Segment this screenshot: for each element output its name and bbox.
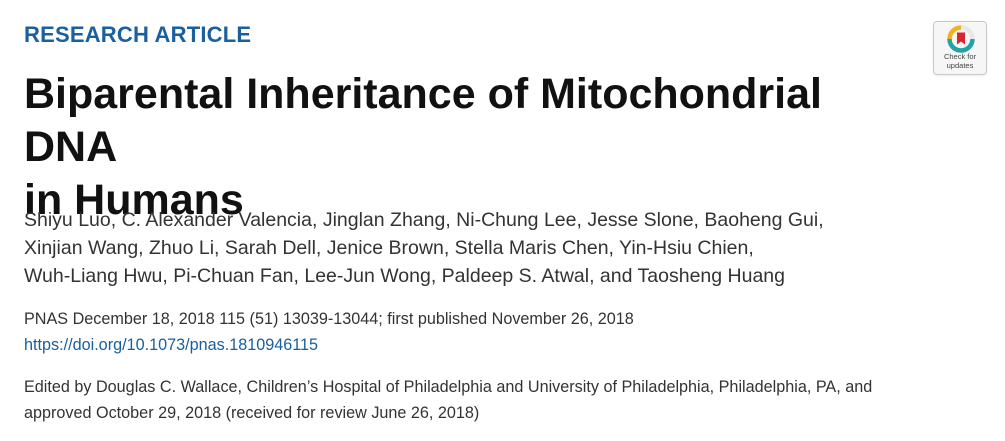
author-list-line: Xinjian Wang, Zhuo Li, Sarah Dell, Jenic… [24,237,754,259]
author-list-line: Wuh-Liang Hwu, Pi-Chuan Fan, Lee-Jun Won… [24,265,785,287]
check-for-updates-icon [947,25,975,53]
badge-label-line: updates [946,60,974,70]
doi-link[interactable]: https://doi.org/10.1073/pnas.1810946115 [24,336,319,354]
article-title: Biparental Inheritance of Mitochondrial … [24,68,924,227]
article-title-line: Biparental Inheritance of Mitochondrial … [24,70,822,171]
check-for-updates-badge[interactable]: Check for updates [933,21,987,75]
citation-line: PNAS December 18, 2018 115 (51) 13039-13… [24,310,634,328]
author-list-line: Shiyu Luo, C. Alexander Valencia, Jingla… [24,209,824,231]
badge-label-line: Check for [943,52,977,61]
edited-by-note: Edited by Douglas C. Wallace, Children’s… [24,374,872,426]
edited-by-line: approved October 29, 2018 (received for … [24,404,480,422]
check-for-updates-label: Check for updates [934,52,986,70]
edited-by-line: Edited by Douglas C. Wallace, Children’s… [24,378,873,396]
article-title-line: in Humans [24,176,244,224]
article-type-label: RESEARCH ARTICLE [24,22,252,47]
author-list: Shiyu Luo, C. Alexander Valencia, Jingla… [24,206,984,290]
